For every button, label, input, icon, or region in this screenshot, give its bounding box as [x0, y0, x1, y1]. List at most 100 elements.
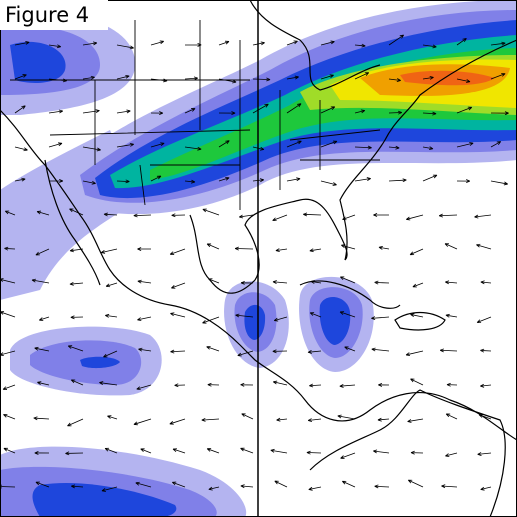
- wind-arrow: [480, 486, 492, 491]
- wind-arrow: [320, 140, 338, 148]
- wind-arrow: [320, 180, 337, 186]
- wind-arrow: [184, 146, 202, 151]
- wind-arrow: [107, 415, 118, 420]
- wind-arrow: [206, 243, 220, 250]
- wind-arrow: [104, 447, 118, 454]
- wind-arrow: [171, 481, 186, 488]
- wind-arrow: [37, 381, 50, 386]
- wind-arrow: [341, 244, 356, 250]
- wind-arrow: [170, 312, 186, 318]
- wind-arrow: [480, 383, 492, 388]
- wind-arrow: [412, 282, 424, 288]
- wind-arrow: [70, 379, 84, 386]
- wind-arrow: [235, 313, 254, 318]
- wind-arrow: [477, 452, 492, 456]
- wind-arrow: [82, 41, 98, 46]
- wind-arrow: [422, 174, 438, 182]
- wind-arrow: [218, 176, 230, 182]
- wind-arrow: [184, 76, 198, 81]
- wind-arrow: [445, 280, 458, 285]
- wind-arrow: [480, 348, 492, 353]
- wind-arrow: [65, 451, 84, 456]
- wind-arrow: [70, 315, 84, 320]
- wind-arrow: [286, 75, 299, 80]
- wind-arrow: [2, 384, 16, 390]
- wind-arrow: [373, 213, 390, 217]
- wind-arrow: [240, 484, 254, 489]
- wind-arrow: [490, 111, 509, 116]
- wind-arrow: [69, 208, 84, 216]
- wind-arrow: [240, 280, 254, 285]
- wind-arrow: [307, 350, 322, 354]
- wind-arrow: [82, 109, 100, 114]
- wind-arrow: [444, 243, 458, 250]
- wind-arrow: [320, 106, 336, 114]
- wind-arrow: [184, 42, 202, 47]
- wind-arrow: [33, 416, 50, 421]
- wind-arrow: [39, 316, 50, 321]
- wind-arrow: [478, 414, 492, 420]
- wind-arrow: [438, 213, 458, 218]
- wind-arrow: [48, 44, 62, 49]
- wind-arrow: [116, 142, 134, 148]
- wind-arrow: [354, 145, 372, 150]
- wind-arrow: [105, 313, 118, 318]
- wind-arrow: [410, 450, 424, 455]
- wind-arrow: [136, 384, 152, 391]
- wind-arrow: [34, 451, 50, 455]
- wind-arrow: [3, 413, 16, 420]
- wind-arrow: [377, 417, 390, 422]
- wind-arrow: [238, 214, 254, 219]
- wind-arrow: [48, 142, 63, 148]
- wind-arrow: [103, 350, 118, 358]
- wind-arrow: [3, 447, 16, 454]
- wind-arrow: [133, 418, 152, 426]
- wind-arrow: [69, 248, 84, 253]
- wind-arrow: [309, 248, 322, 253]
- wind-arrow: [407, 418, 424, 423]
- wind-arrow: [388, 110, 403, 115]
- wind-arrow: [150, 142, 165, 148]
- wind-arrow: [490, 141, 502, 148]
- wind-arrow: [270, 448, 288, 454]
- wind-arrow: [456, 78, 471, 83]
- wind-arrow: [456, 106, 473, 114]
- wind-arrow: [490, 41, 506, 46]
- wind-arrow: [341, 480, 356, 488]
- wind-arrow: [354, 72, 370, 80]
- wind-arrow: [137, 279, 152, 284]
- wind-arrow: [208, 278, 220, 284]
- wind-arrow: [105, 282, 118, 288]
- wind-arrow: [480, 280, 492, 285]
- wind-arrow: [71, 484, 84, 489]
- wind-arrow: [67, 345, 84, 352]
- wind-arrow: [218, 140, 230, 148]
- wind-arrow: [100, 248, 118, 254]
- wind-arrow: [340, 452, 356, 459]
- wind-arrow: [410, 313, 424, 318]
- wind-arrow: [150, 40, 165, 46]
- wind-arrow: [14, 74, 27, 80]
- wind-arrow: [272, 349, 288, 354]
- wind-arrow: [240, 382, 254, 387]
- wind-arrow: [252, 146, 265, 151]
- wind-arrow: [82, 146, 101, 152]
- wind-arrow: [309, 383, 322, 388]
- wind-arrow: [474, 214, 492, 219]
- wind-arrow: [422, 44, 437, 49]
- wind-arrow: [31, 278, 50, 284]
- figure-label: Figure 4: [5, 3, 89, 27]
- wind-arrow: [274, 480, 288, 488]
- wind-arrow: [206, 448, 220, 454]
- wind-arrow: [342, 214, 356, 221]
- wind-arrow: [218, 111, 236, 116]
- wind-arrow: [69, 281, 84, 286]
- wind-arrow: [272, 380, 288, 386]
- wind-arrow: [48, 109, 64, 114]
- wind-arrow: [446, 382, 458, 387]
- wind-arrow: [140, 448, 152, 454]
- wind-arrow: [169, 418, 186, 425]
- wind-arrow: [344, 346, 356, 352]
